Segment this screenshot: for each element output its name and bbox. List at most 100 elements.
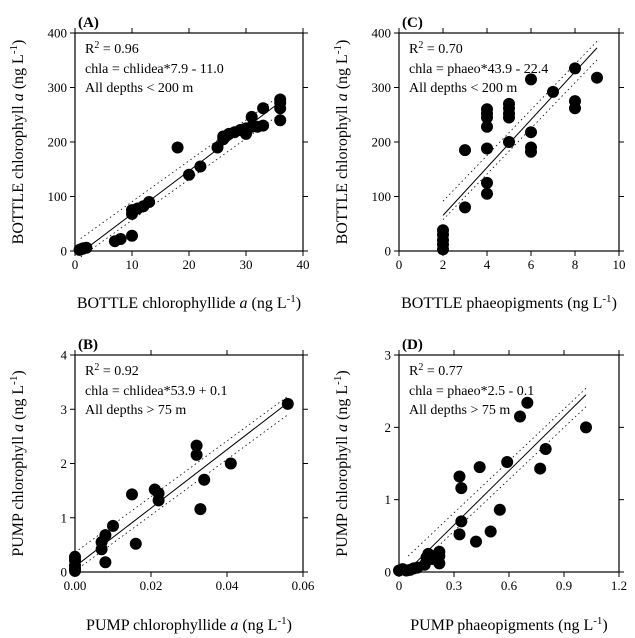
- y-tick-label: 200: [48, 135, 68, 150]
- depth-range-note: All depths > 75 m: [85, 403, 186, 418]
- data-point: [569, 62, 581, 75]
- y-tick-label: 3: [385, 348, 392, 363]
- data-point: [493, 503, 506, 516]
- regression-equation: chla = chlidea*7.9 - 11.0: [85, 62, 224, 77]
- regression-line: [74, 402, 289, 567]
- y-tick-label: 400: [48, 26, 68, 41]
- y-tick-label: 300: [48, 80, 68, 95]
- chart-panel-4: 0 0.3 0.6 0.9 1.2 0 1 2 3 (D) R2 = 0.77 chla = phae…: [332, 337, 627, 634]
- panel-letter: (C): [402, 15, 423, 31]
- data-point: [539, 443, 552, 456]
- data-point: [525, 73, 537, 86]
- data-point: [481, 120, 493, 133]
- data-point: [484, 525, 497, 538]
- x-tick-label: 0.04: [216, 578, 239, 593]
- data-point: [143, 195, 156, 208]
- regression-equation: chla = phaeo*43.9 - 22.4: [409, 62, 548, 77]
- y-tick-label: 400: [372, 26, 392, 41]
- data-point: [129, 537, 142, 550]
- data-point: [459, 144, 471, 157]
- data-point: [453, 528, 466, 541]
- data-point: [569, 95, 581, 108]
- x-tick-label: 0: [396, 578, 403, 593]
- x-tick-label: 0.06: [292, 578, 315, 593]
- y-tick-label: 1: [385, 492, 392, 507]
- data-point: [503, 136, 515, 148]
- data-point: [514, 410, 526, 423]
- regression-line: [407, 394, 587, 571]
- chart-panel-3: 0.00 0.02 0.04 0.06 0 1 2 3 4 (B) R2 = 0.92 chla = …: [8, 337, 315, 634]
- y-tick-label: 2: [61, 456, 68, 471]
- data-point: [481, 176, 493, 189]
- x-axis-label: BOTTLE chlorophyllide a (ng L-1): [77, 293, 301, 312]
- data-point: [481, 187, 493, 200]
- data-point: [198, 473, 211, 486]
- data-point: [194, 160, 207, 173]
- confidence-lower: [442, 59, 598, 220]
- y-tick-label: 2: [385, 420, 392, 435]
- panel-letter: (D): [402, 337, 423, 353]
- data-point: [455, 515, 468, 528]
- data-point: [171, 141, 184, 154]
- data-point: [245, 110, 258, 123]
- data-point: [69, 550, 81, 563]
- x-tick-label: 6: [528, 257, 535, 272]
- data-point: [107, 519, 119, 532]
- data-point: [281, 397, 294, 410]
- data-point: [437, 224, 449, 237]
- y-axis-label: PUMP chlorophyll a (ng L-1): [332, 370, 351, 556]
- data-point: [152, 487, 165, 500]
- y-tick-label: 100: [372, 189, 392, 204]
- y-tick-label: 0: [385, 244, 392, 259]
- x-tick-label: 0.00: [64, 578, 87, 593]
- data-point: [455, 482, 468, 495]
- x-tick-label: 0.02: [140, 578, 163, 593]
- data-point: [453, 470, 466, 483]
- y-axis-label: PUMP chlorophyll a (ng L-1): [8, 370, 27, 556]
- y-axis-label: BOTTLE chlorophyll a (ng L-1): [332, 40, 351, 245]
- x-axis-label: PUMP chlorophyllide a (ng L-1): [86, 615, 292, 634]
- data-point: [99, 529, 112, 542]
- depth-range-note: All depths < 200 m: [409, 81, 517, 96]
- data-point: [190, 439, 203, 452]
- y-tick-label: 0: [385, 565, 392, 580]
- data-point: [274, 114, 287, 127]
- r-squared-label: R2 = 0.96: [85, 40, 139, 58]
- data-point: [433, 545, 446, 558]
- x-tick-label: 10: [126, 257, 139, 272]
- regression-equation: chla = phaeo*2.5 - 0.1: [409, 384, 534, 399]
- x-tick-label: 40: [297, 257, 310, 272]
- y-tick-label: 200: [372, 135, 392, 150]
- y-tick-label: 3: [61, 402, 68, 417]
- regression-line: [442, 47, 598, 216]
- regression-equation: chla = chlidea*53.9 + 0.1: [85, 384, 228, 399]
- x-tick-label: 2: [440, 257, 447, 272]
- x-tick-label: 8: [572, 257, 579, 272]
- x-axis-label: PUMP phaeopigments (ng L-1): [410, 615, 607, 634]
- r-squared-label: R2 = 0.92: [85, 362, 139, 380]
- data-point: [459, 201, 471, 214]
- confidence-upper: [407, 387, 587, 557]
- x-axis-label: BOTTLE phaeopigments (ng L-1): [401, 293, 617, 312]
- data-point: [114, 233, 127, 246]
- data-point: [534, 462, 547, 475]
- r-squared-label: R2 = 0.70: [409, 40, 463, 58]
- data-point: [503, 97, 515, 110]
- data-point: [190, 448, 203, 461]
- data-point: [481, 142, 493, 155]
- x-tick-label: 0: [396, 257, 403, 272]
- data-point: [470, 535, 482, 548]
- data-point: [257, 102, 270, 115]
- data-point: [126, 229, 138, 242]
- depth-range-note: All depths < 200 m: [85, 81, 193, 96]
- y-tick-label: 100: [48, 189, 68, 204]
- data-point: [99, 556, 112, 569]
- data-point: [525, 126, 537, 139]
- data-point: [547, 85, 559, 98]
- data-point: [80, 241, 93, 254]
- y-tick-label: 0: [61, 244, 68, 259]
- data-point: [224, 457, 237, 470]
- panel-letter: (B): [78, 337, 98, 353]
